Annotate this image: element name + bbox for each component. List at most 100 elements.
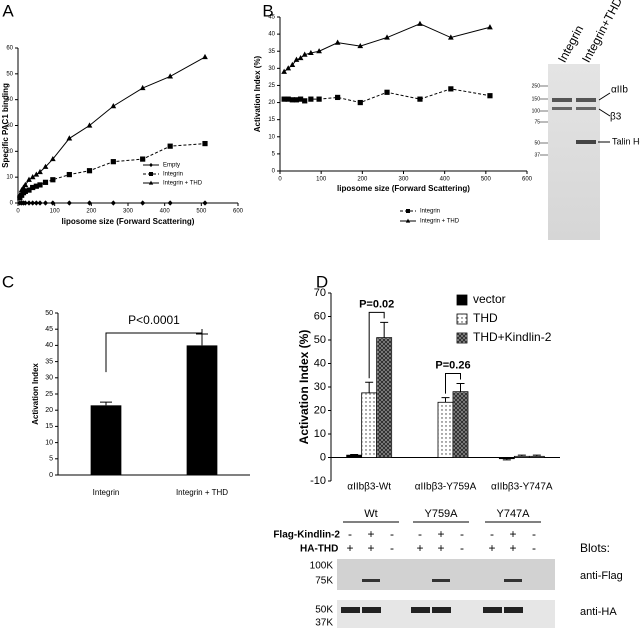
band: [576, 98, 596, 102]
marker-label: 50: [534, 140, 540, 146]
y-axis-label: Specific PAC1 binding: [1, 83, 10, 168]
lane-label: Integrin+THD: [579, 0, 625, 65]
marker: [140, 156, 146, 162]
marker: [26, 187, 32, 193]
bracket: [445, 372, 461, 394]
marker: [66, 135, 73, 141]
legend-swatch: [456, 294, 468, 306]
marker: [202, 140, 208, 147]
error-bar: [502, 458, 511, 461]
band: [552, 98, 572, 102]
marker: [30, 200, 36, 206]
marker-label: 100K: [310, 561, 334, 572]
gel: [548, 64, 600, 240]
x-tick-label: 200: [357, 177, 368, 183]
error-bar: [532, 454, 541, 457]
x-tick-label: 0: [16, 209, 20, 215]
marker: [167, 200, 173, 206]
x-tick-label: 400: [440, 177, 451, 183]
band: [411, 607, 430, 613]
x-tick-label: 0: [278, 177, 282, 183]
y-tick-label: 15: [45, 423, 53, 430]
y-tick-label: 0: [272, 169, 276, 175]
marker: [22, 188, 28, 194]
bar-pattern: [377, 338, 392, 457]
legend-label: Integrin: [163, 172, 183, 178]
y-tick-label: 10: [314, 428, 326, 440]
annotation: P<0.0001: [128, 313, 180, 327]
panel-letter: A: [2, 1, 14, 20]
y-tick-label: 30: [45, 375, 53, 382]
y-tick-label: 5: [272, 151, 276, 157]
error-bar: [196, 333, 208, 346]
error-bar: [100, 401, 112, 406]
marker: [357, 42, 364, 49]
lane-sign: +: [437, 527, 444, 541]
marker: [148, 180, 154, 185]
marker: [37, 200, 43, 206]
y-tick-label: 30: [268, 66, 275, 72]
marker: [22, 200, 28, 206]
y-tick-label: 10: [268, 134, 275, 140]
marker: [285, 96, 291, 102]
marker: [384, 34, 390, 40]
marker-label: 37: [534, 152, 540, 158]
marker: [167, 73, 174, 79]
lane-sign: +: [416, 541, 423, 555]
marker: [293, 56, 300, 62]
marker: [42, 163, 49, 169]
x-tick-label: αIIbβ3-Y759A: [415, 482, 477, 493]
y-tick-label: 40: [6, 97, 13, 103]
marker: [16, 192, 23, 198]
y-tick-label: 30: [6, 123, 13, 129]
y-tick-label: 50: [314, 334, 326, 346]
antibody-label: anti-HA: [580, 606, 617, 618]
marker-label: 150: [532, 96, 541, 102]
y-tick-label: 0: [49, 472, 53, 479]
marker: [447, 34, 454, 40]
marker: [202, 200, 208, 206]
marker: [110, 159, 116, 165]
x-tick-label: 300: [398, 177, 409, 183]
error-bar: [441, 397, 450, 403]
lane-sign: -: [418, 527, 422, 541]
x-tick-label: 600: [233, 209, 244, 215]
marker: [487, 24, 493, 30]
y-tick-label: 35: [268, 49, 275, 55]
lane-sign: +: [509, 527, 516, 541]
y-tick-label: 50: [6, 71, 13, 77]
marker-label: 75: [534, 119, 540, 125]
lane-sign: -: [348, 527, 352, 541]
y-tick-label: 15: [268, 117, 275, 123]
legend-pattern: [457, 333, 467, 343]
y-tick-label: 5: [49, 456, 53, 463]
marker: [302, 98, 308, 104]
y-tick-label: 25: [268, 83, 275, 89]
marker: [33, 183, 39, 189]
bar: [186, 345, 218, 475]
y-tick-label: 45: [268, 15, 275, 21]
blots-label: Blots:: [580, 541, 610, 555]
group-label: Wt: [364, 508, 377, 520]
marker: [417, 96, 423, 102]
error-bar: [380, 321, 389, 338]
error-bar: [350, 453, 359, 456]
marker-label: 250: [532, 83, 541, 89]
row-label: Flag-Kindlin-2: [273, 530, 340, 541]
gel: [337, 600, 555, 628]
x-axis-label: liposome size (Forward Scattering): [62, 217, 195, 226]
y-tick-label: 10: [45, 439, 53, 446]
lane-sign: -: [460, 527, 464, 541]
marker: [42, 200, 49, 206]
marker: [334, 39, 341, 45]
marker: [66, 171, 72, 178]
marker-label: 50K: [315, 605, 333, 616]
marker: [301, 51, 308, 57]
y-tick-label: 70: [314, 287, 326, 299]
legend-label: Integrin: [420, 209, 440, 215]
arrows: [598, 92, 611, 143]
marker: [406, 209, 410, 213]
marker: [285, 65, 292, 71]
y-tick-label: 60: [6, 46, 13, 52]
marker: [487, 93, 493, 99]
